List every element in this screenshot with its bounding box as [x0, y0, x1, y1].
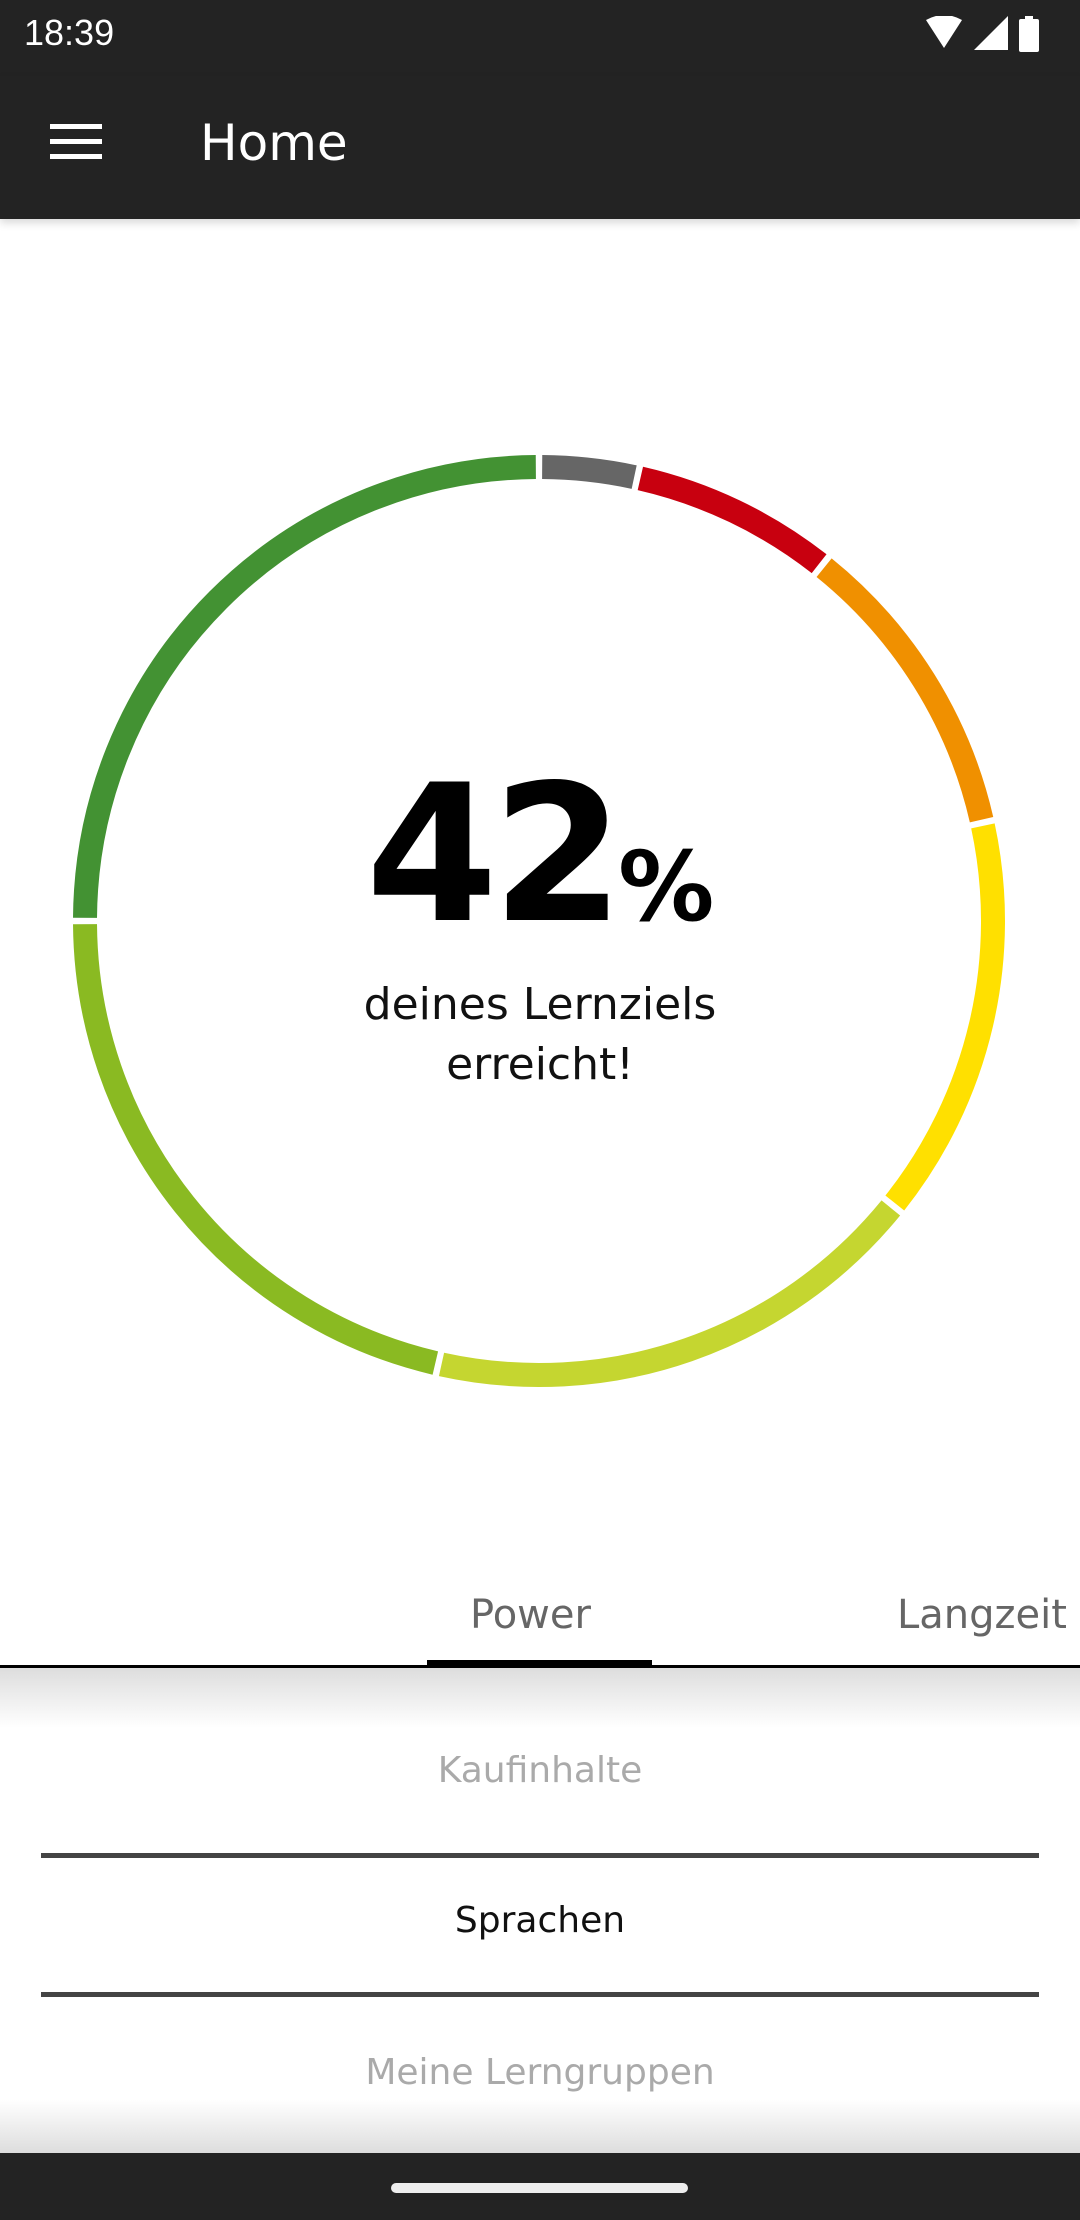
ring-segment-6: [73, 455, 536, 918]
caption-line-2: erreicht!: [446, 1039, 634, 1090]
clock: 18:39: [24, 12, 115, 53]
signal-icon: [974, 16, 1008, 50]
tab-power[interactable]: Power: [470, 1592, 591, 1638]
active-tab-indicator: [427, 1660, 652, 1667]
ring-segment-1: [637, 466, 827, 574]
progress-caption: deines Lernziels erreicht!: [0, 975, 1080, 1095]
progress-ring: [73, 455, 1005, 1387]
picker-fade-bottom: [0, 2100, 1080, 2153]
wifi-icon: [926, 16, 962, 48]
battery-icon: [1019, 16, 1039, 52]
ring-segment-3: [885, 823, 1005, 1211]
ring-segment-2: [816, 558, 994, 823]
progress-percent: 42%: [0, 760, 1080, 950]
picker-fade-top: [0, 1668, 1080, 1728]
picker-item-sprachen[interactable]: Sprachen: [454, 1900, 626, 1941]
caption-line-1: deines Lernziels: [363, 979, 717, 1030]
status-bar: 18:39: [0, 0, 1080, 76]
app-bar: Home: [0, 76, 1080, 219]
picker-item-kaufinhalte[interactable]: Kaufinhalte: [437, 1750, 643, 1791]
hamburger-menu-icon[interactable]: [50, 124, 104, 164]
ring-segment-4: [438, 1200, 901, 1387]
picker-item-meine-lerngruppen[interactable]: Meine Lerngruppen: [365, 2052, 715, 2093]
picker-separator: [41, 1992, 1039, 1997]
percent-sign: %: [618, 831, 715, 943]
home-gesture-handle[interactable]: [391, 2183, 688, 2193]
picker-separator: [41, 1853, 1039, 1858]
navigation-bar: [0, 2153, 1080, 2220]
ring-segment-0: [541, 455, 637, 489]
ring-segment-5: [73, 924, 439, 1375]
tab-langzeit[interactable]: Langzeit: [897, 1592, 1067, 1638]
page-title: Home: [200, 114, 348, 172]
percent-value: 42: [365, 744, 624, 965]
